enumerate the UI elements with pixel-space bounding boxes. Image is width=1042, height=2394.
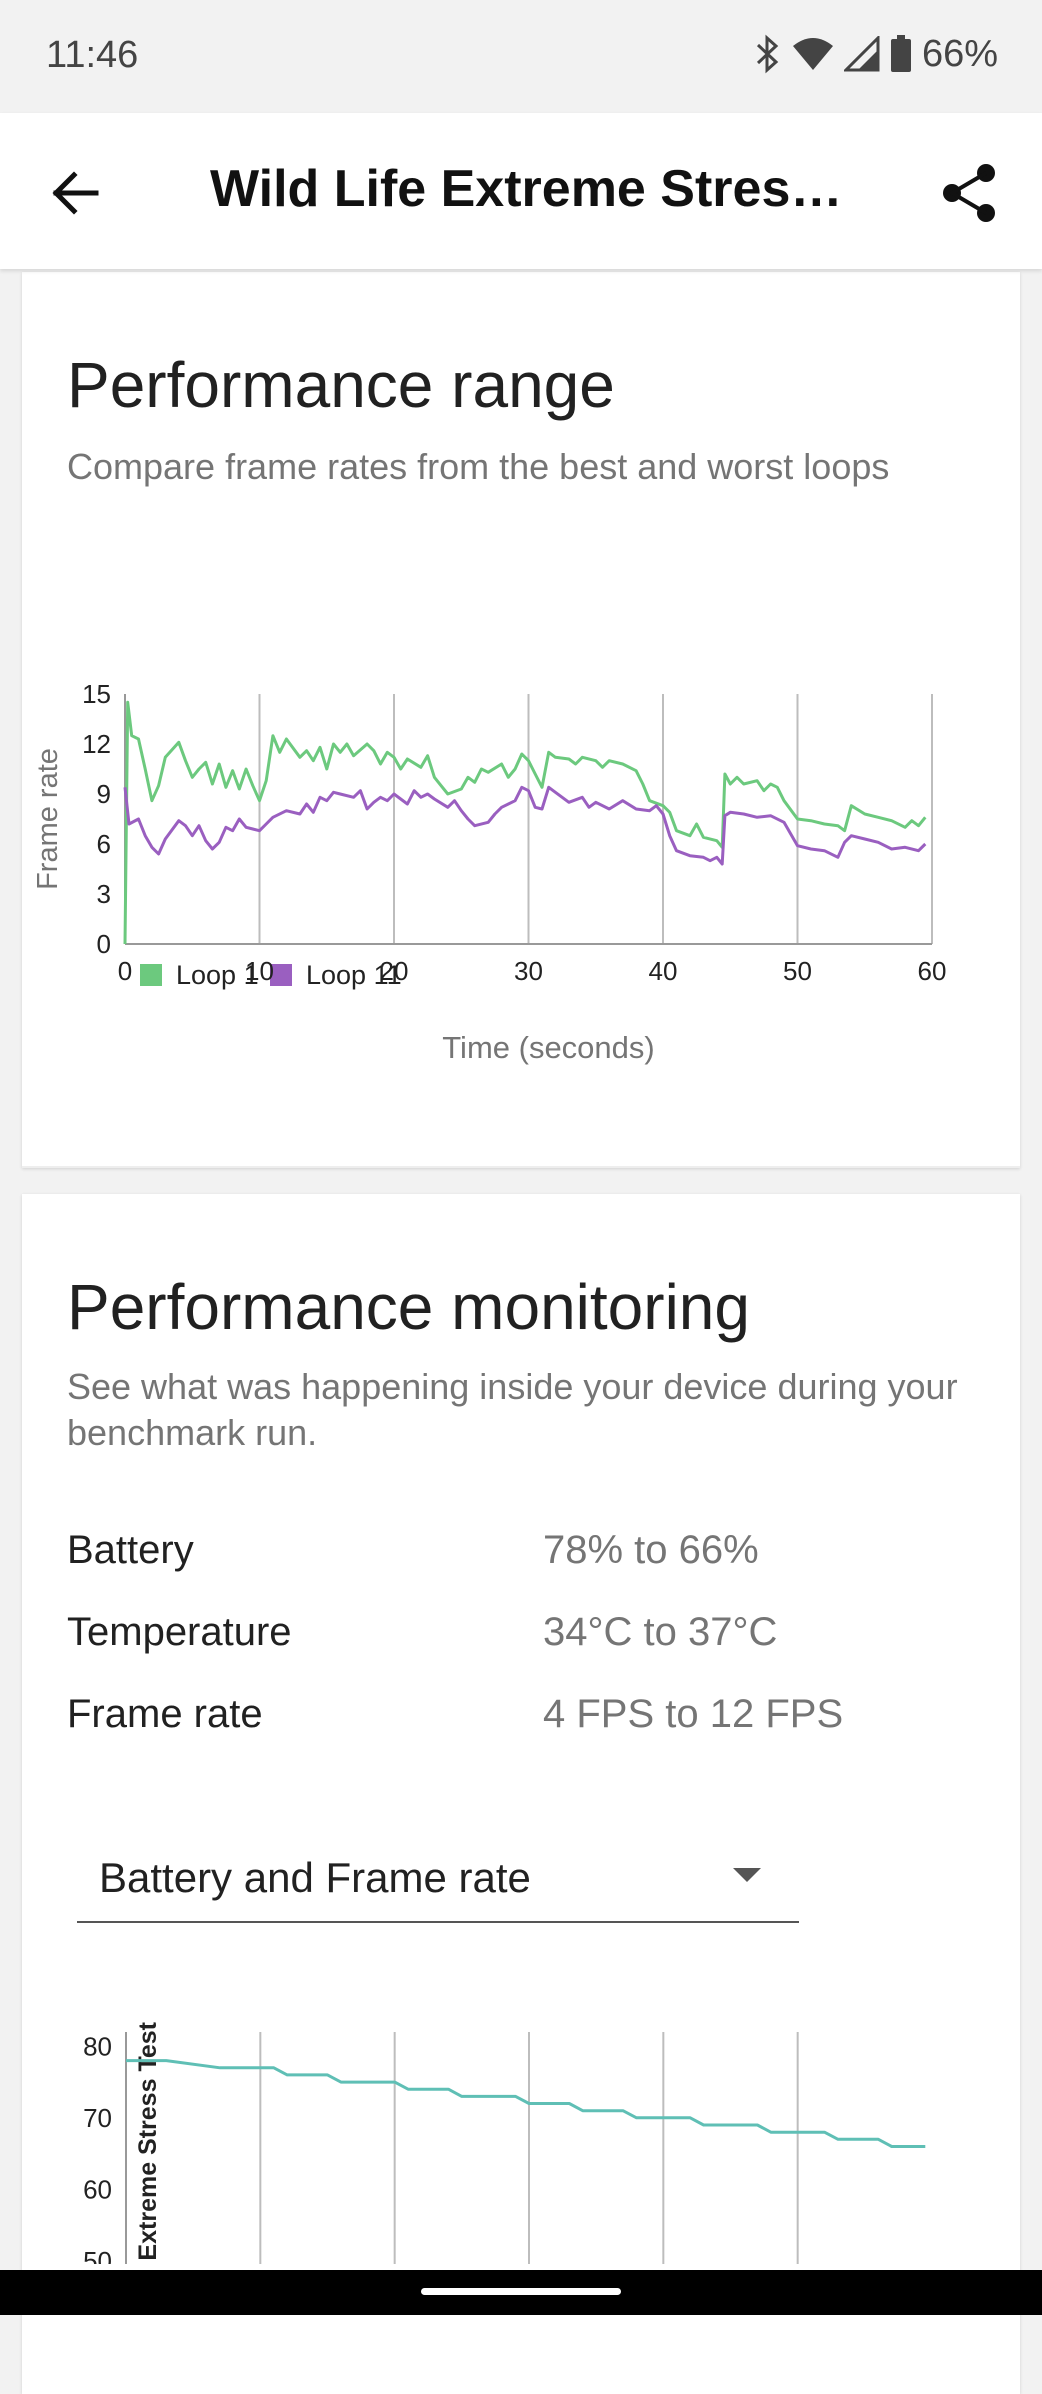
y-tick-label: 60 <box>83 2174 112 2204</box>
stat-label: Frame rate <box>67 1692 263 1736</box>
y-tick-label: 12 <box>82 729 111 759</box>
performance-monitoring-title: Performance monitoring <box>67 1271 750 1343</box>
home-gesture-handle[interactable] <box>421 2288 621 2295</box>
arrow-back-icon <box>52 171 99 215</box>
status-icons: 66% <box>754 32 998 76</box>
y-tick-label: 50 <box>83 2246 112 2264</box>
status-time: 11:46 <box>46 34 139 76</box>
navigation-bar <box>0 2270 1042 2315</box>
performance-monitoring-card: Performance monitoring See what was happ… <box>22 1194 1020 2394</box>
chart-legend: Loop 1 Loop 11 <box>140 960 402 990</box>
series-line <box>123 785 927 866</box>
x-tick-label: 60 <box>918 956 947 986</box>
performance-range-card: Performance range Compare frame rates fr… <box>22 272 1020 1168</box>
wifi-icon <box>792 36 834 72</box>
x-tick-label: 10 <box>245 956 274 986</box>
back-button[interactable] <box>44 161 108 225</box>
cell-signal-icon <box>843 36 880 72</box>
dropdown-selected-value: Battery and Frame rate <box>99 1854 531 1901</box>
series-line <box>123 700 927 945</box>
app-bar: Wild Life Extreme Stress… <box>0 113 1042 269</box>
y-tick-label: 70 <box>83 2103 112 2133</box>
frame-rate-chart: Frame rate Time (seconds) Loop 1 Loop 11 … <box>32 679 947 1065</box>
share-button[interactable] <box>938 161 1002 225</box>
legend-swatch <box>270 964 292 986</box>
stat-value: 78% to 66% <box>543 1528 759 1572</box>
x-tick-label: 50 <box>783 956 812 986</box>
x-tick-label: 0 <box>118 956 132 986</box>
stat-label: Battery <box>67 1528 194 1572</box>
legend-label: Loop 11 <box>306 960 402 990</box>
y-tick-label: 6 <box>97 829 111 859</box>
legend-label: Loop 1 <box>176 960 259 990</box>
performance-range-subtitle: Compare frame rates from the best and wo… <box>67 446 890 487</box>
rotated-chart-label: Extreme Stress Test <box>134 2021 162 2260</box>
dropdown-arrow-icon <box>733 1868 761 1882</box>
battery-chart: Extreme Stress Test 304050607080 <box>83 2021 926 2264</box>
x-tick-label: 40 <box>649 956 678 986</box>
series-line <box>126 2059 926 2148</box>
x-axis-label: Time (seconds) <box>442 1030 654 1065</box>
battery-icon <box>890 35 912 73</box>
card-divider <box>22 1166 1020 1168</box>
stat-row-frame-rate: Frame rate 4 FPS to 12 FPS <box>67 1692 967 1752</box>
battery-percent: 66% <box>921 32 998 75</box>
x-tick-label: 20 <box>380 956 409 986</box>
legend-swatch <box>140 964 162 986</box>
stat-label: Temperature <box>67 1610 292 1654</box>
y-tick-label: 80 <box>83 2031 112 2061</box>
y-tick-label: 15 <box>82 679 111 709</box>
stat-value: 34°C to 37°C <box>543 1610 778 1654</box>
performance-monitoring-subtitle: See what was happening inside your devic… <box>67 1366 958 1453</box>
page-title: Wild Life Extreme Stress… <box>210 160 870 218</box>
status-bar: 11:46 66% <box>0 0 1042 113</box>
y-tick-label: 9 <box>97 779 111 809</box>
y-tick-label: 0 <box>97 929 111 959</box>
bluetooth-icon <box>754 34 782 74</box>
share-icon <box>943 164 995 222</box>
y-tick-label: 3 <box>97 879 111 909</box>
performance-range-title: Performance range <box>67 349 615 421</box>
stat-row-battery: Battery 78% to 66% <box>67 1528 967 1588</box>
y-axis-label: Frame rate <box>32 748 64 890</box>
stat-row-temperature: Temperature 34°C to 37°C <box>67 1610 967 1670</box>
chart-metric-dropdown[interactable]: Battery and Frame rate <box>77 1824 799 1923</box>
stat-value: 4 FPS to 12 FPS <box>543 1692 844 1736</box>
x-tick-label: 30 <box>514 956 543 986</box>
